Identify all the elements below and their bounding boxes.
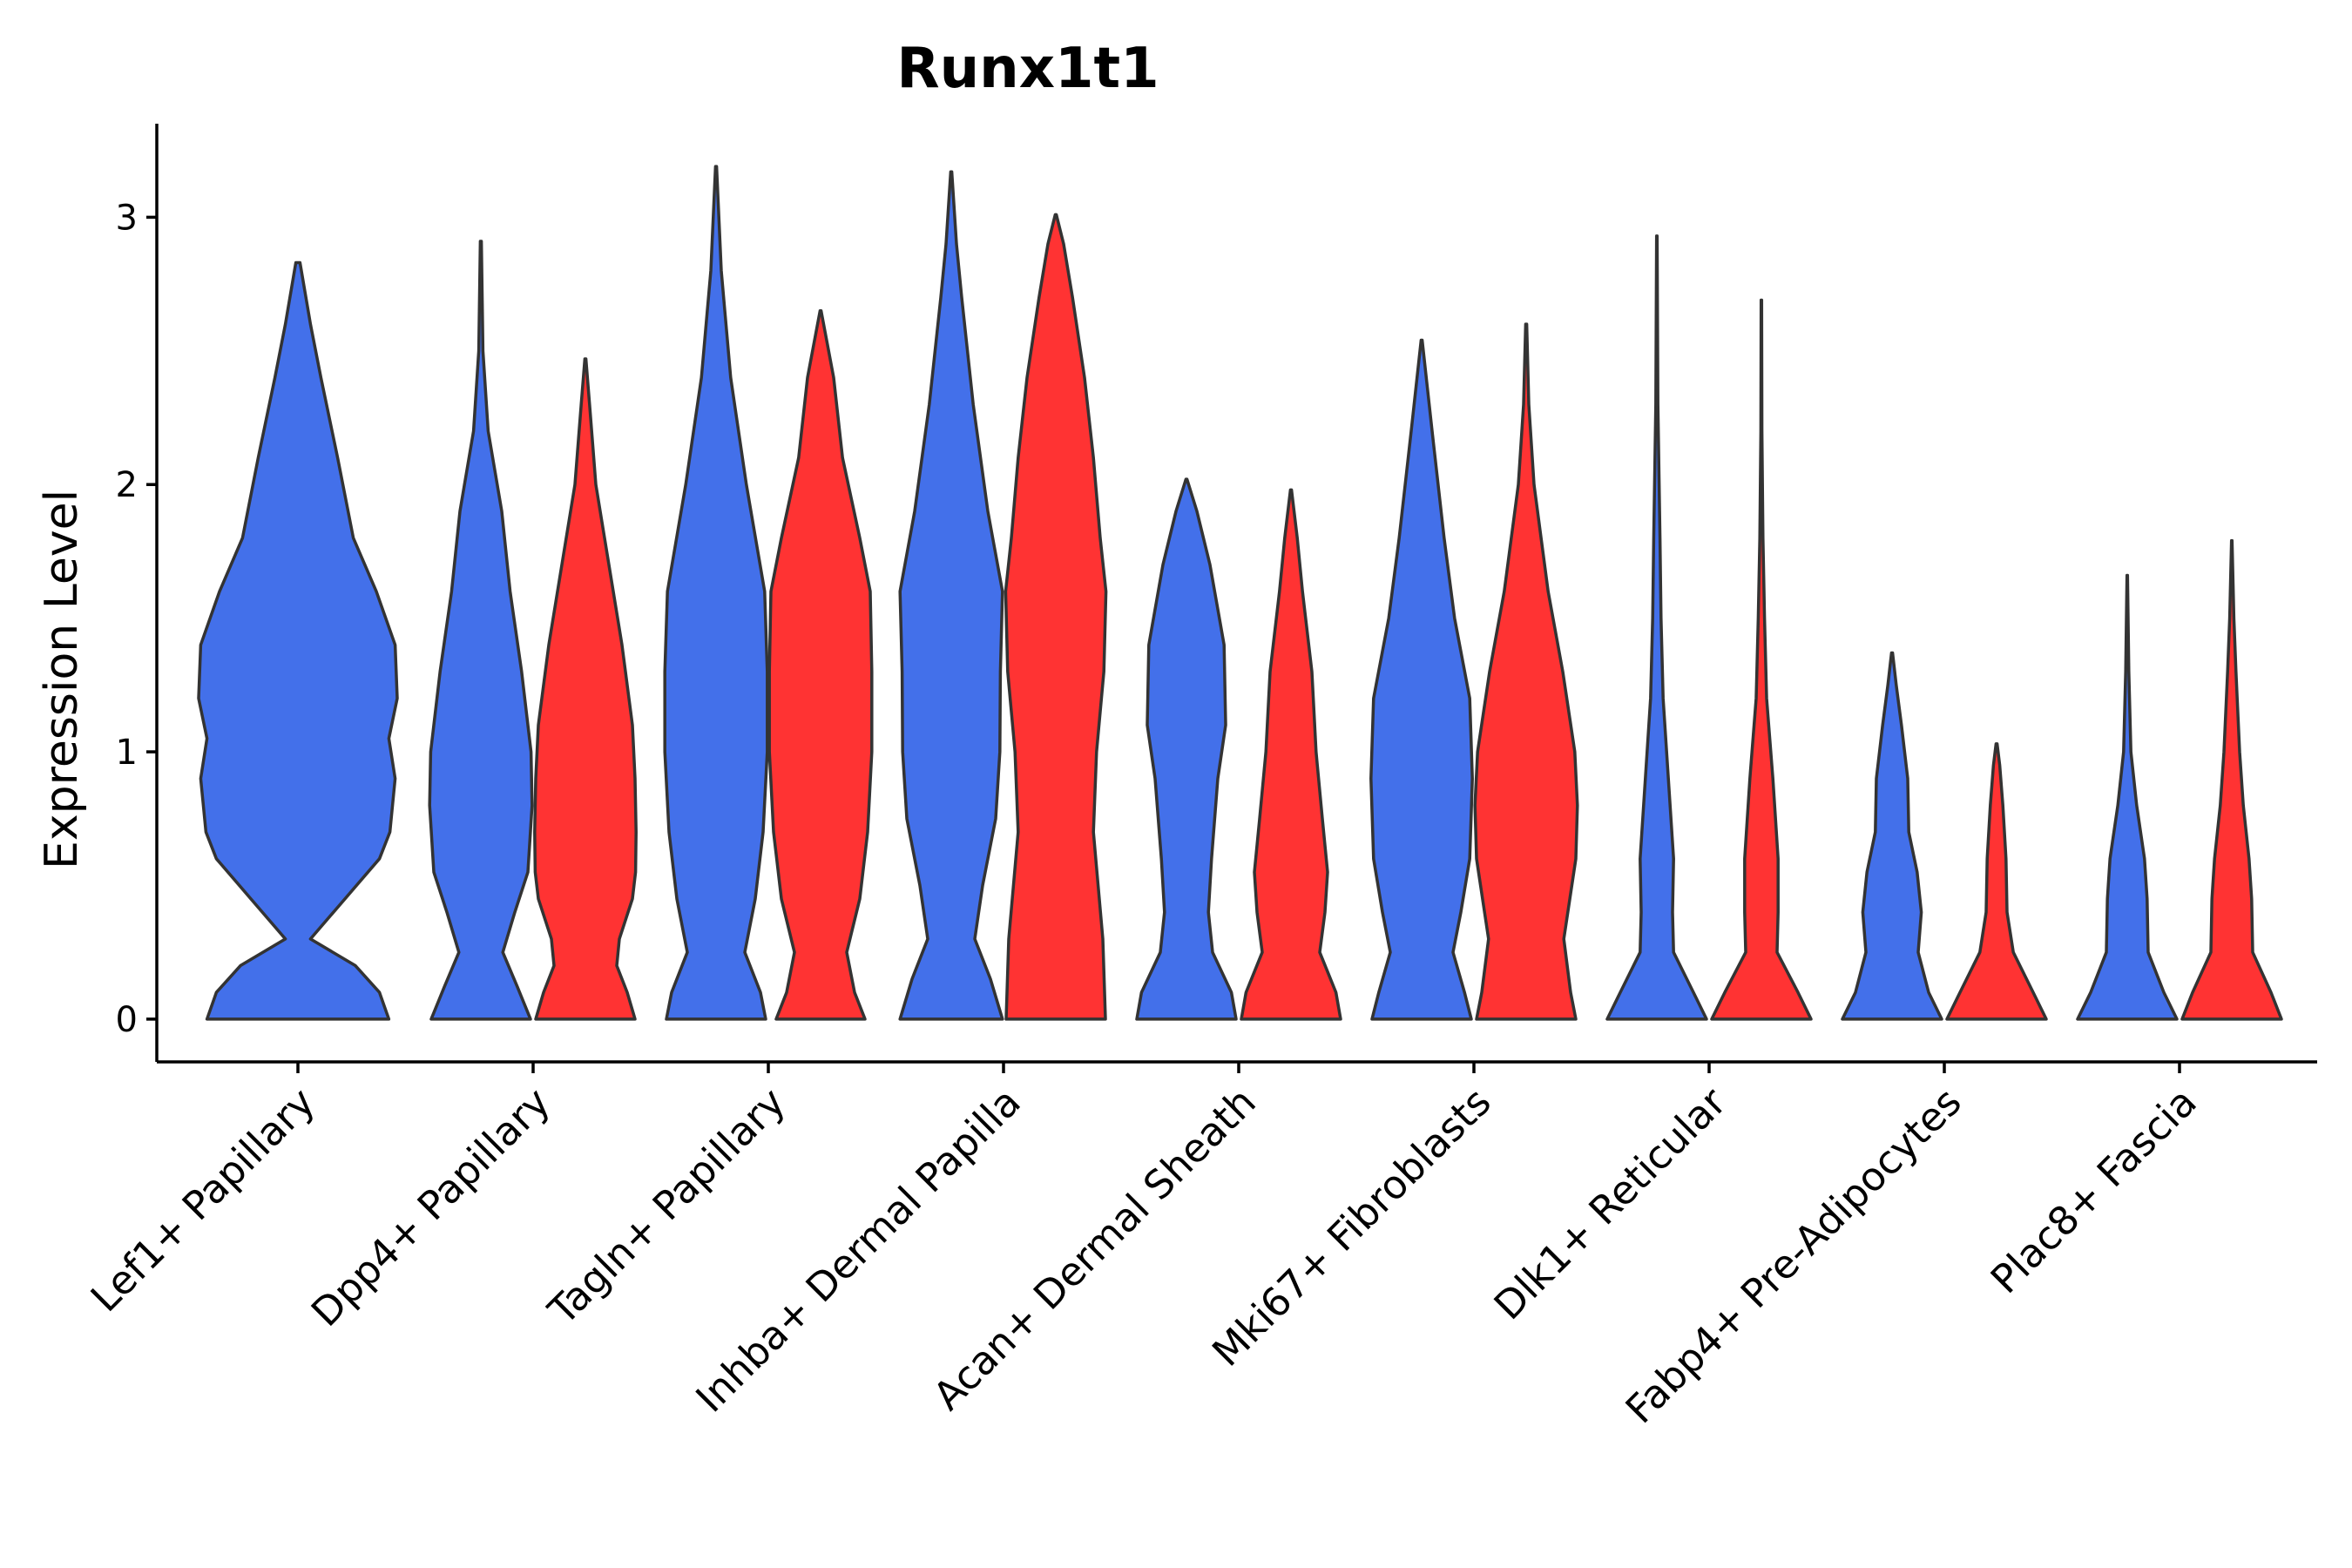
violin-group_b-3	[767, 309, 874, 1021]
violin-group_a-1	[197, 260, 399, 1021]
violin-group_a-9	[2076, 573, 2179, 1021]
violin-group_b-6	[1473, 322, 1579, 1021]
y-tick-label: 2	[116, 465, 138, 505]
x-tick-label: Dlk1+ Reticular	[1485, 1078, 1735, 1328]
y-tick-label: 3	[116, 198, 138, 238]
y-tick-label: 1	[116, 733, 138, 773]
x-tick-label: Dpp4+ Papillary	[302, 1078, 559, 1335]
violin-group_b-9	[2180, 538, 2283, 1021]
violin-group_b-4	[1004, 213, 1108, 1021]
violin-group_b-8	[1945, 742, 2048, 1021]
violin-group_a-5	[1135, 477, 1238, 1021]
y-ticks: 0 1 2 3	[116, 198, 157, 1040]
x-tick-label: Lef1+ Papillary	[82, 1078, 324, 1321]
violin-group_a-4	[898, 170, 1004, 1021]
violin-group_b-7	[1710, 298, 1813, 1021]
violin-group_a-8	[1841, 651, 1943, 1021]
x-tick-label: Tagln+ Papillary	[539, 1078, 794, 1334]
violins-layer	[197, 165, 2283, 1021]
y-tick-label: 0	[116, 1000, 138, 1040]
violin-group_a-7	[1605, 234, 1708, 1021]
violin-group_a-6	[1369, 338, 1474, 1021]
y-axis-label: Expression Level	[36, 490, 88, 869]
violin-group_b-2	[533, 357, 638, 1021]
violin-group_b-5	[1240, 488, 1342, 1021]
x-tick-label: Plac8+ Fascia	[1982, 1078, 2206, 1302]
violin-group_a-2	[428, 240, 534, 1021]
violin-group_a-3	[663, 165, 769, 1021]
chart-title: Runx1t1	[896, 37, 1159, 101]
